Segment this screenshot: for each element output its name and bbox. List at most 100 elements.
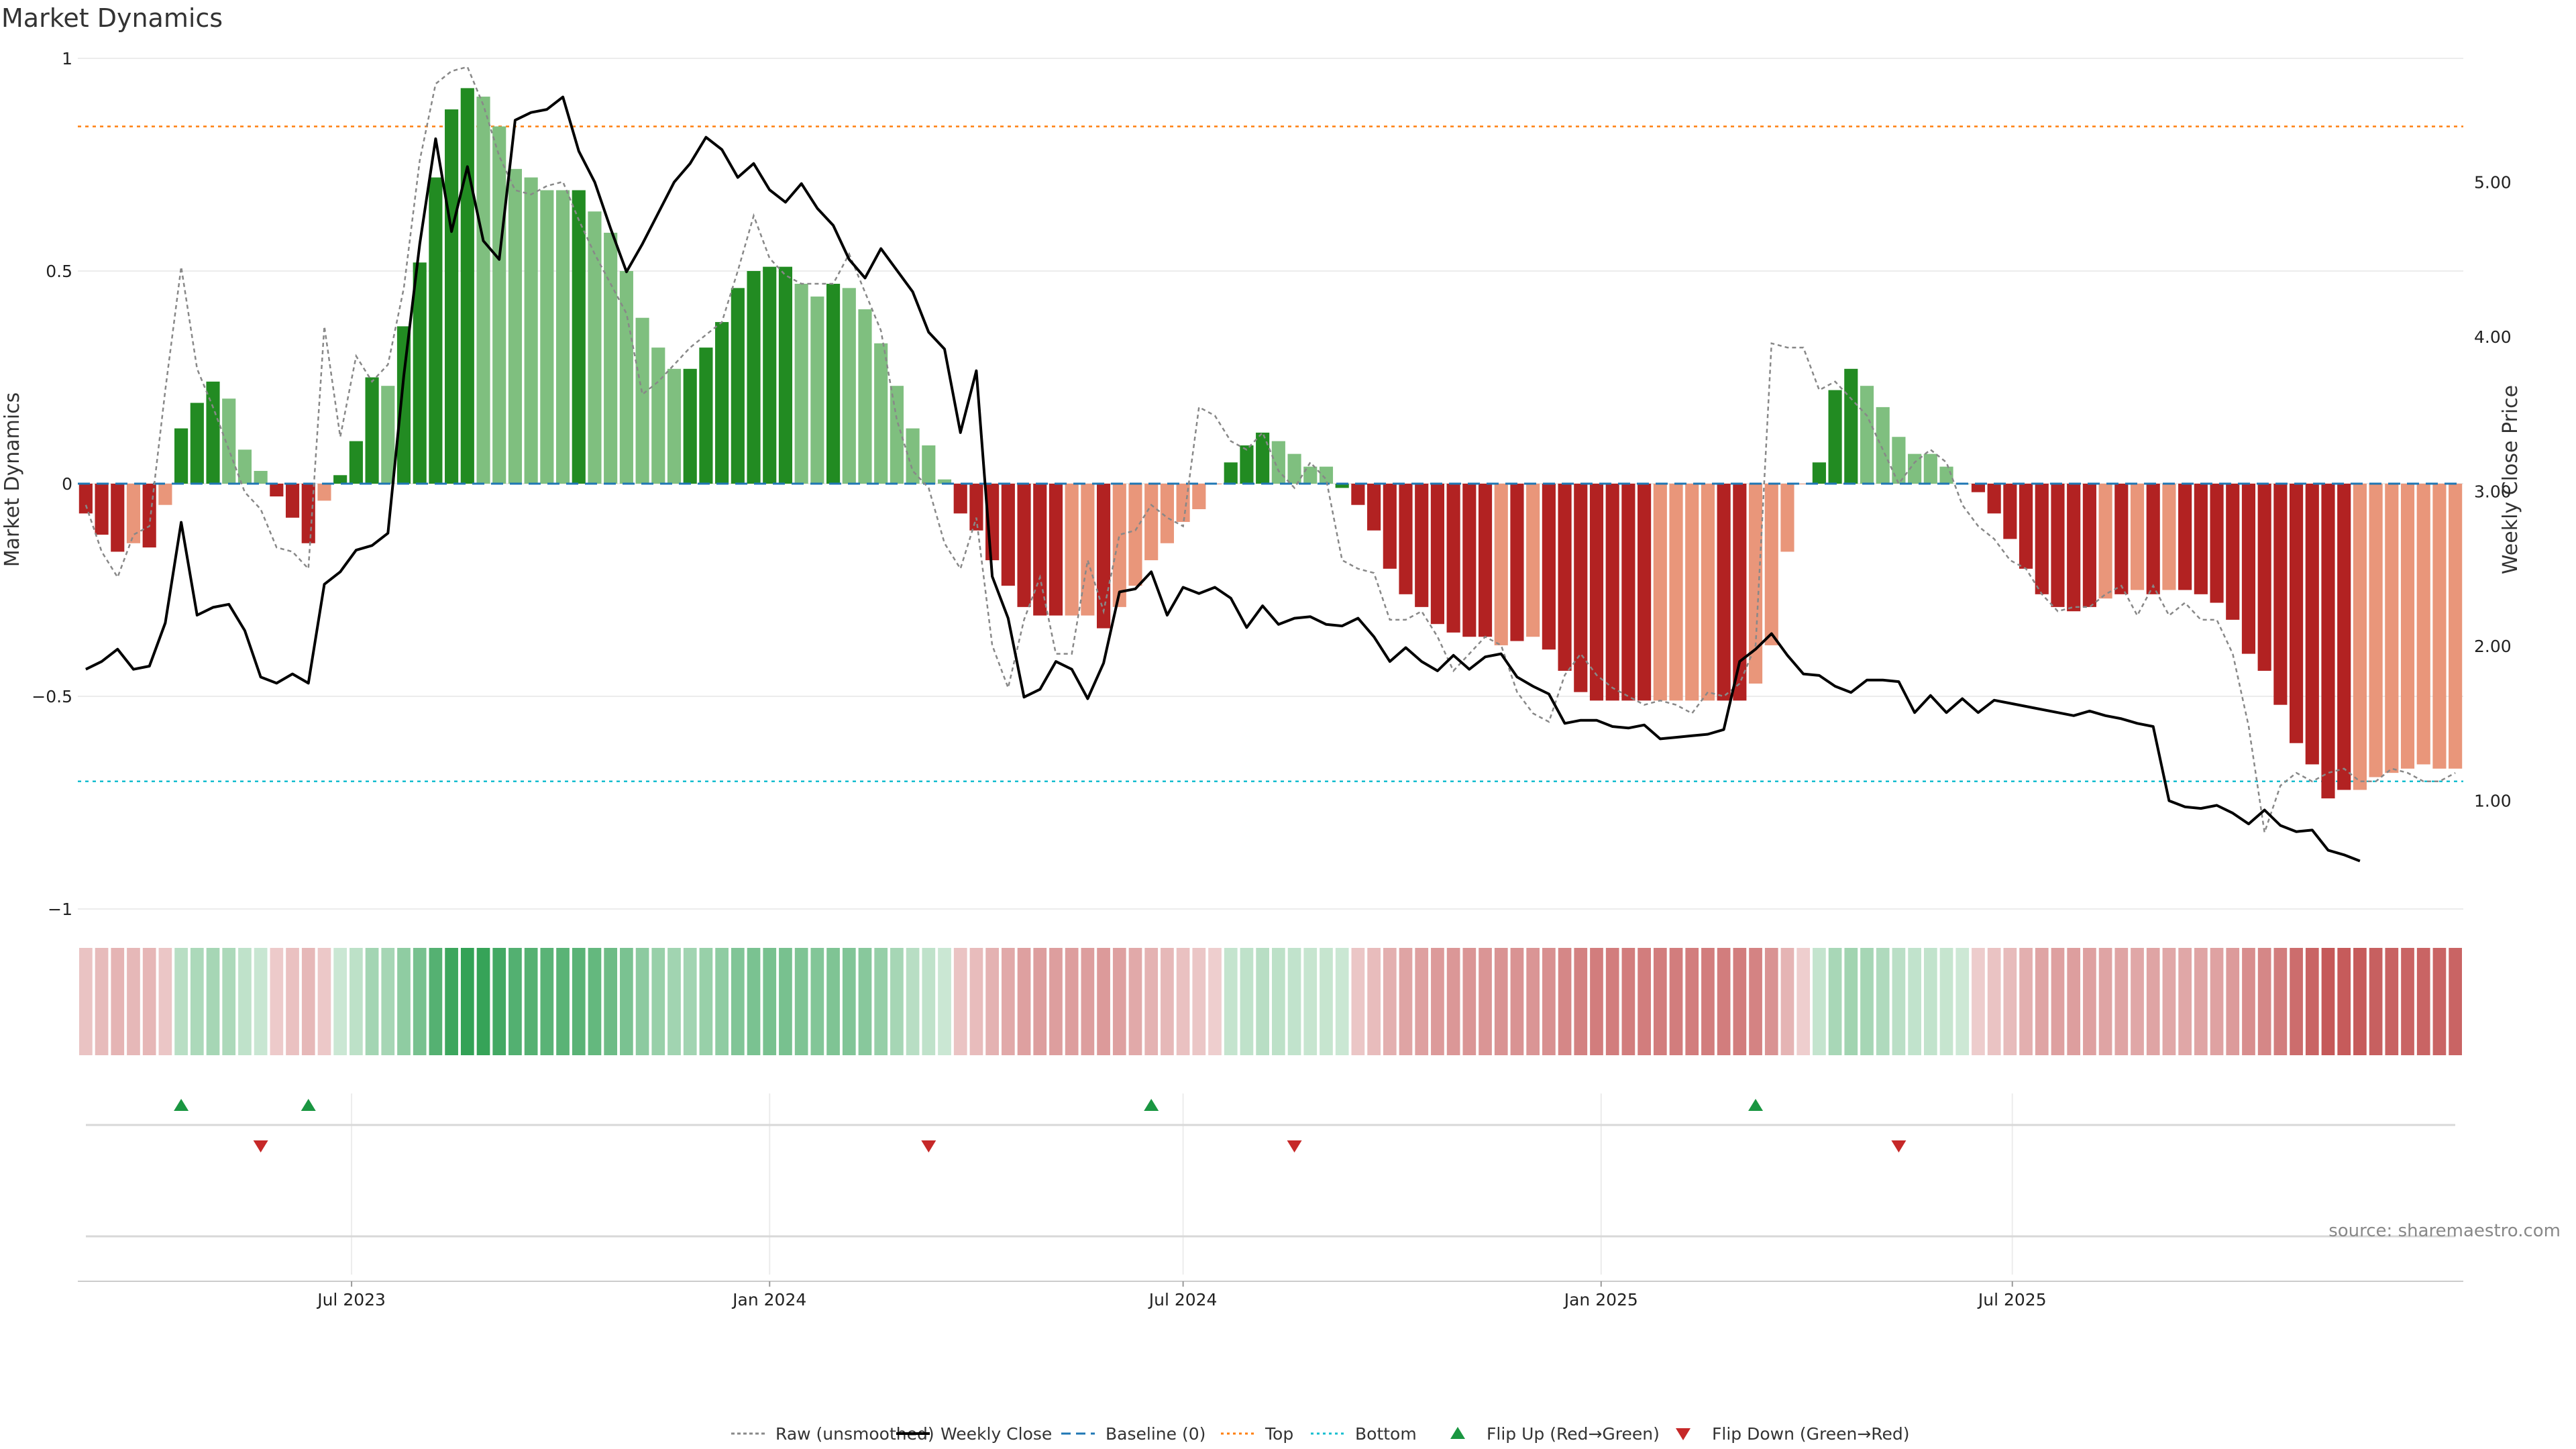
heat-strip-cell [2257,948,2271,1055]
heat-strip-cell [429,948,443,1055]
momentum-bar [158,484,172,505]
heat-strip-cell [635,948,649,1055]
heat-strip-cell [2131,948,2144,1055]
heat-strip-cell [1335,948,1349,1055]
momentum-bar [1669,484,1683,701]
heat-strip-cell [985,948,999,1055]
heat-strip-cell [1939,948,1953,1055]
momentum-bar [1987,484,2001,514]
momentum-bar [1828,390,1842,484]
heat-strip-cell [938,948,951,1055]
momentum-bar [1462,484,1477,637]
reference-lines [78,125,2463,783]
heat-strip-cell [1176,948,1190,1055]
momentum-bar [1748,484,1763,684]
momentum-bar [794,284,808,484]
momentum-bar [1240,445,1254,484]
momentum-bar [604,232,618,484]
heat-strip-cell [1860,948,1874,1055]
momentum-bar [1033,484,1047,616]
momentum-bar [460,88,474,484]
heat-strip-cell [858,948,872,1055]
heat-strip-cell [1097,948,1110,1055]
momentum-bar [1558,484,1572,671]
heat-strip-cell [588,948,602,1055]
y-tick-label: −0.5 [32,687,72,706]
momentum-bar [1478,484,1493,637]
heat-strip-cell [238,948,252,1055]
y-axis-label: Market Dynamics [1,392,24,568]
momentum-bar [699,347,713,484]
momentum-bar [396,326,411,484]
heat-strip-cell [842,948,856,1055]
heat-strip-cell [2401,948,2414,1055]
momentum-bar [445,109,459,484]
momentum-bar [1335,484,1349,488]
momentum-bar [2400,484,2415,769]
momentum-bar [810,297,824,484]
momentum-bar [2146,484,2160,594]
heat-strip-cell [111,948,125,1055]
legend-label: Flip Down (Green→Red) [1712,1424,1910,1444]
heat-strip-cell [1399,948,1413,1055]
momentum-bar [222,398,236,484]
momentum-bar [2257,484,2271,671]
heat-strip-cell [508,948,522,1055]
flip-markers-panel [86,1099,2455,1152]
momentum-bar [1971,484,1986,492]
heat-strip-cell [1494,948,1508,1055]
heat-strip-cell [2432,948,2447,1055]
heat-strip-cell [2194,948,2208,1055]
momentum-bar [2003,484,2017,539]
heat-strip-cell [1923,948,1937,1055]
heat-strip-cell [1828,948,1842,1055]
heat-strip-cell [381,948,395,1055]
momentum-bar [1923,453,1937,484]
heat-strip-cell [683,948,697,1055]
momentum-bar [413,262,427,484]
heat-strip-cell [1479,948,1492,1055]
momentum-bar [2098,484,2112,599]
heat-strip-cell [715,948,729,1055]
momentum-bar [937,479,952,484]
heat-strip-cell [413,948,427,1055]
momentum-bar [1764,484,1778,645]
momentum-bars [78,88,2463,799]
heat-strip-cell [2210,948,2224,1055]
momentum-bar [2432,484,2447,769]
momentum-bar [2082,484,2096,607]
momentum-bar [731,288,745,484]
momentum-bar [1605,484,1619,701]
heat-strip-cell [1955,948,1970,1055]
momentum-bar [1717,484,1731,701]
heat-strip-cell [333,948,347,1055]
legend-label: Baseline (0) [1106,1424,1205,1444]
momentum-bar [2019,484,2033,569]
heat-strip-cell [2226,948,2240,1055]
heat-strip-cell [1462,948,1477,1055]
momentum-bar [1256,432,1270,484]
momentum-bar [2290,484,2304,743]
momentum-bar [1097,484,1111,629]
heat-strip-cell [2385,948,2399,1055]
flip-down-marker [253,1140,268,1152]
heat-strip-cell [1749,948,1762,1055]
heat-strip-cell [906,948,920,1055]
heat-strip-cell [2449,948,2462,1055]
momentum-bar [1192,484,1206,510]
momentum-bar [922,445,936,484]
momentum-bar [1574,484,1588,692]
momentum-bar [476,97,490,484]
momentum-bar [1876,407,1890,484]
momentum-bar [2162,484,2176,590]
x-tick-label: Jul 2024 [1148,1290,1218,1309]
momentum-bar [2385,484,2399,773]
heat-strip-cell [1780,948,1794,1055]
heat-strip-cell [460,948,474,1055]
momentum-bar [254,470,268,484]
x-tick-label: Jan 2024 [731,1290,806,1309]
heat-strip-cell [1320,948,1333,1055]
heat-strip-cell [1001,948,1015,1055]
momentum-bar [1653,484,1667,701]
heat-strip-cell [476,948,490,1055]
